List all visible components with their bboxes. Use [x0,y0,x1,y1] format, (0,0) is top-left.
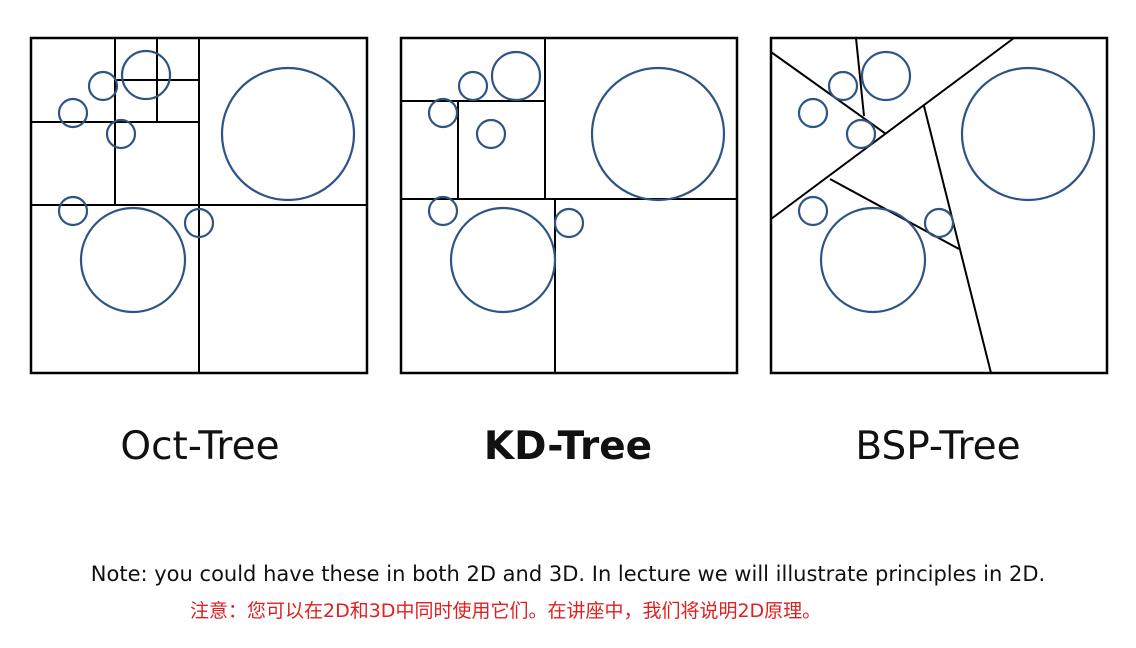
oct-circle-small-2 [57,97,89,129]
oct-circle-top-medium [120,49,172,101]
bsp-circle-small-5 [923,207,955,239]
bsp-circle-top-medium [860,50,912,102]
oct-circle-small-5 [183,207,215,239]
bsp-circle-small-2 [797,97,829,129]
oct-circle-large-right [220,66,356,202]
kd-circle-small-4 [427,195,459,227]
english-note: Note: you could have these in both 2D an… [90,562,1046,586]
chinese-note: 注意：您可以在2D和3D中同时使用它们。在讲座中，我们将说明2D原理。 [190,600,822,622]
oct-tree-label: Oct-Tree [120,424,280,469]
kd-circle-large-right [590,66,726,202]
oct-circle-small-1 [87,70,119,102]
bsp-split-line-1 [770,37,1015,220]
bsp-circle-small-4 [797,195,829,227]
bsp-tree-outer-box [769,36,1109,375]
bsp-circle-large-right [960,66,1096,202]
bsp-tree-panel [769,36,1109,375]
bsp-split-line-4 [923,105,992,374]
kd-tree-outer-box [399,36,739,375]
kd-circle-top-medium [490,50,542,102]
bsp-circle-large-bottom [819,206,927,314]
oct-circle-small-4 [57,195,89,227]
kd-circle-small-1 [457,70,489,102]
bsp-circle-small-3 [845,118,877,150]
bsp-split-line-3 [855,37,865,117]
kd-tree-panel [399,36,739,375]
kd-circle-large-bottom [449,206,557,314]
oct-tree-panel [29,36,369,375]
bsp-circle-small-1 [827,70,859,102]
kd-tree-label: KD-Tree [483,424,653,469]
oct-circle-small-3 [105,118,137,150]
kd-circle-small-3 [475,118,507,150]
kd-circle-small-5 [553,207,585,239]
bsp-tree-label: BSP-Tree [855,424,1021,469]
oct-circle-large-bottom [79,206,187,314]
kd-circle-small-2 [427,97,459,129]
